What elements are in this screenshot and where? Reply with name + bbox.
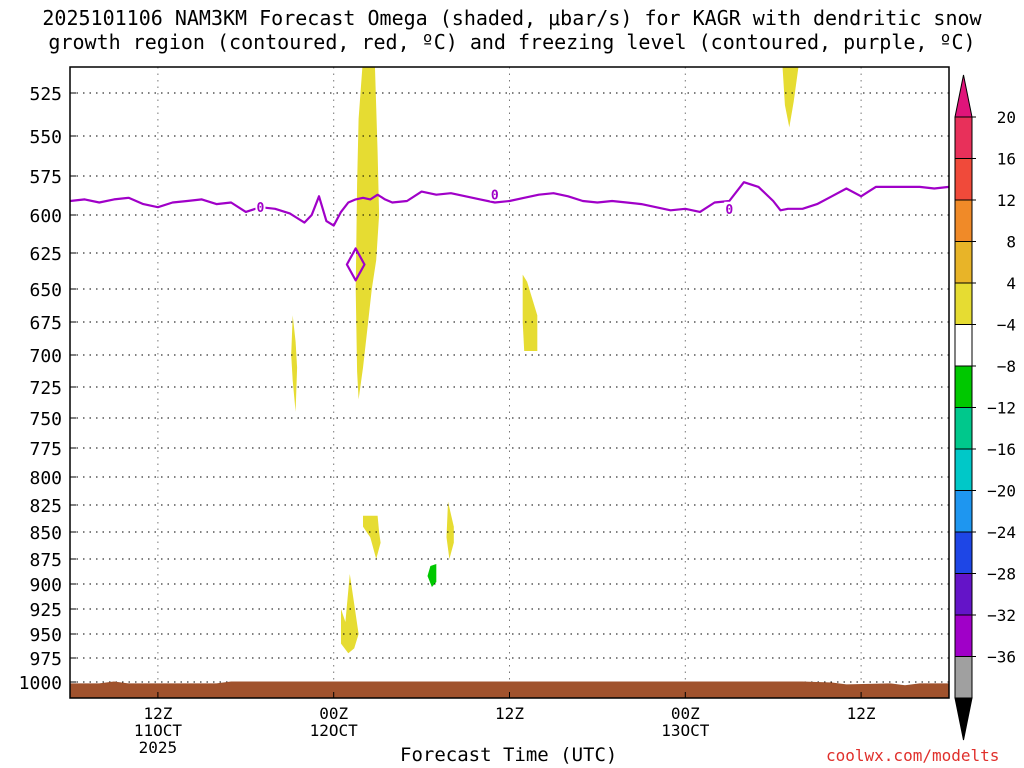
omega-region-low-blob-a (363, 515, 381, 559)
colorbar-tick-label-13: −36 (987, 648, 1016, 667)
contour-label-0: 0 (257, 201, 265, 216)
y-tick-label-625: 625 (29, 244, 62, 265)
contour-label-bg-0 (255, 200, 266, 214)
freezing-level-line (70, 181, 949, 227)
colorbar-bin-12 (954, 614, 973, 657)
colorbar-bin-0 (954, 116, 973, 159)
colorbar-bin-9 (954, 490, 973, 533)
colorbar-bin-6 (954, 365, 973, 408)
colorbar-bin-11 (954, 573, 973, 616)
colorbar-bin-2 (954, 199, 973, 242)
x-tick-label-6-0: 12Z (143, 704, 172, 723)
y-tick-label-825: 825 (29, 496, 62, 517)
colorbar-bin-13 (954, 656, 973, 699)
colorbar-bin-3 (954, 241, 973, 284)
chart-title: 2025101106 NAM3KM Forecast Omega (shaded… (0, 6, 1024, 54)
contour-label-2: 0 (725, 203, 733, 218)
terrain-fill (70, 681, 949, 698)
freezing-level-contours: 0 0 0 (70, 181, 949, 282)
x-axis-title: Forecast Time (UTC) (400, 744, 618, 766)
y-tick-label-725: 725 (29, 378, 62, 399)
y-tick-label-1000: 1000 (19, 673, 62, 694)
colorbar-tick-label-5: −4 (997, 316, 1016, 335)
colorbar-tick-label-3: 8 (1006, 233, 1016, 252)
y-tick-label-875: 875 (29, 550, 62, 571)
colorbar-bin-8 (954, 448, 973, 491)
colorbar-tick-label-0: 20 (997, 108, 1016, 127)
colorbar-tick-label-12: −32 (987, 606, 1016, 625)
omega-region-thin-left-sliver (291, 315, 298, 412)
colorbar-bin-7 (954, 407, 973, 450)
colorbar-top-arrow (954, 74, 973, 118)
colorbar-tick-label-7: −12 (987, 399, 1016, 418)
y-tick-label-950: 950 (29, 625, 62, 646)
colorbar-bottom-arrow (954, 697, 973, 741)
y-tick-label-800: 800 (29, 468, 62, 489)
colorbar-tick-label-6: −8 (997, 357, 1016, 376)
contour-label-bg-1 (489, 187, 500, 201)
colorbar-bin-1 (954, 158, 973, 201)
credit-link[interactable]: coolwx.com/modelts (826, 746, 1000, 765)
y-tick-label-850: 850 (29, 523, 62, 544)
y-tick-label-925: 925 (29, 600, 62, 621)
y-axis: 525 550 575 600 625 650 675 700 725 750 775 800 825 8… (19, 84, 76, 694)
plot-frame (69, 66, 950, 699)
colorbar: 20 16 12 8 4 −4 −8 −12 −16 −20 −24 −28 −32 −36 (954, 74, 1016, 741)
omega-region-upper-right-blob (782, 67, 799, 128)
omega-region-updraft-column (355, 67, 380, 400)
colorbar-tick-label-9: −20 (987, 482, 1016, 501)
terrain (70, 681, 949, 698)
colorbar-tick-label-8: −16 (987, 440, 1016, 459)
grid-lines (70, 67, 949, 698)
x-tick-label-18-1: 12OCT (310, 721, 359, 740)
x-tick-label-42-0: 00Z (671, 704, 700, 723)
contour-label-bg-2 (724, 201, 735, 215)
y-tick-label-750: 750 (29, 409, 62, 430)
y-tick-label-675: 675 (29, 313, 62, 334)
y-tick-label-650: 650 (29, 280, 62, 301)
y-tick-label-700: 700 (29, 346, 62, 367)
colorbar-tick-label-11: −28 (987, 565, 1016, 584)
y-tick-label-600: 600 (29, 206, 62, 227)
y-tick-label-775: 775 (29, 439, 62, 460)
y-tick-label-900: 900 (29, 575, 62, 596)
y-tick-label-575: 575 (29, 167, 62, 188)
x-tick-label-54-0: 12Z (847, 704, 876, 723)
y-tick-label-525: 525 (29, 84, 62, 105)
omega-shading (291, 67, 799, 654)
omega-region-surface-blob (341, 574, 359, 654)
colorbar-tick-label-10: −24 (987, 523, 1016, 542)
colorbar-tick-label-2: 12 (997, 191, 1016, 210)
colorbar-bin-10 (954, 531, 973, 574)
y-tick-label-550: 550 (29, 127, 62, 148)
x-tick-label-6-2: 2025 (139, 738, 178, 757)
x-tick-label-42-1: 13OCT (661, 721, 710, 740)
contour-label-1: 0 (491, 189, 499, 204)
colorbar-tick-label-4: 4 (1006, 274, 1016, 293)
x-tick-label-30-0: 12Z (495, 704, 524, 723)
x-tick-label-18-0: 00Z (319, 704, 348, 723)
title-line-2: growth region (contoured, red, ºC) and f… (48, 30, 976, 54)
omega-region-green-blob (427, 564, 437, 587)
title-line-1: 2025101106 NAM3KM Forecast Omega (shaded… (42, 6, 982, 30)
omega-region-low-blob-b (446, 501, 454, 559)
y-tick-label-975: 975 (29, 649, 62, 670)
x-tick-label-6-1: 11OCT (134, 721, 183, 740)
colorbar-tick-label-1: 16 (997, 150, 1016, 169)
colorbar-bin-4 (954, 282, 973, 325)
colorbar-bin-5 (954, 324, 973, 367)
freezing-level-closed-contour (345, 247, 366, 282)
omega-region-blob-12z-mid (522, 274, 538, 351)
